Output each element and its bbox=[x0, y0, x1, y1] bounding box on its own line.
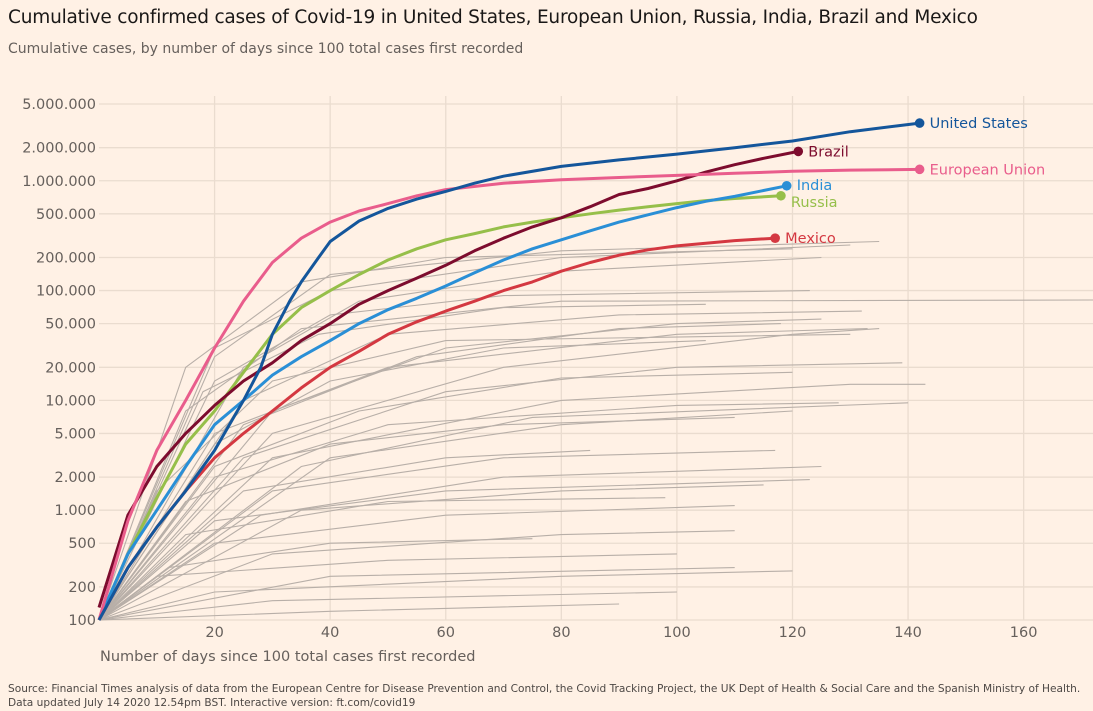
background-series-line bbox=[98, 328, 868, 621]
series-line bbox=[97, 121, 920, 621]
series-line bbox=[97, 184, 787, 621]
background-series-line bbox=[98, 465, 822, 621]
background-series-line bbox=[98, 303, 706, 621]
series-line bbox=[97, 167, 920, 621]
background-series-line bbox=[98, 323, 781, 621]
series-united-states: United States bbox=[97, 116, 1028, 621]
series-end-marker bbox=[776, 190, 786, 201]
series-end-marker bbox=[781, 180, 792, 191]
source-note: Source: Financial Times analysis of data… bbox=[8, 682, 1080, 710]
background-series-line bbox=[98, 318, 822, 621]
series-end-marker bbox=[914, 118, 925, 128]
y-tick-label: 5.000.000 bbox=[22, 97, 96, 113]
background-series-line bbox=[98, 449, 776, 621]
background-series-line bbox=[98, 402, 909, 621]
background-series-line bbox=[98, 505, 735, 621]
background-series-line bbox=[98, 371, 793, 621]
y-axis-ticks: 100 200 500 1.000 2.000 5.000 10.000 20.000 50.0… bbox=[22, 97, 96, 629]
series-label: Mexico bbox=[785, 231, 836, 247]
y-tick-label: 1.000 bbox=[54, 503, 96, 519]
chart-subtitle: Cumulative cases, by number of days sinc… bbox=[8, 41, 524, 57]
y-tick-label: 200.000 bbox=[36, 251, 96, 267]
series-line bbox=[97, 149, 799, 608]
background-series-line bbox=[98, 603, 620, 621]
background-series-line bbox=[98, 530, 735, 621]
x-axis-ticks: 20 40 60 80 100 120 140 160 bbox=[205, 625, 1037, 641]
background-series-line bbox=[98, 591, 677, 621]
update-line: Data updated July 14 2020 12.54pm BST. I… bbox=[8, 697, 416, 709]
series-end-marker bbox=[770, 233, 780, 243]
y-tick-label: 5.000 bbox=[54, 426, 96, 442]
line-chart: 100 200 500 1.000 2.000 5.000 10.000 20.000 50.0… bbox=[22, 96, 1093, 665]
x-tick-label: 160 bbox=[1010, 625, 1038, 641]
series-label: United States bbox=[930, 116, 1028, 132]
source-line: Source: Financial Times analysis of data… bbox=[8, 683, 1081, 695]
background-series-line bbox=[98, 383, 926, 621]
series-line bbox=[97, 194, 781, 621]
y-tick-label: 200 bbox=[68, 580, 96, 596]
y-tick-label: 2.000 bbox=[54, 470, 96, 486]
series-india: India bbox=[97, 178, 833, 621]
chart-title: Cumulative confirmed cases of Covid-19 i… bbox=[8, 7, 978, 28]
background-series-line bbox=[98, 484, 764, 621]
series-label: Russia bbox=[791, 195, 838, 211]
series-russia: Russia bbox=[97, 190, 838, 621]
x-tick-label: 80 bbox=[552, 625, 570, 641]
background-series-line bbox=[98, 479, 810, 621]
background-series-line bbox=[98, 340, 706, 621]
series-label: India bbox=[797, 178, 833, 194]
background-series-line bbox=[98, 570, 793, 621]
series-mexico: Mexico bbox=[97, 231, 836, 621]
background-series-line bbox=[98, 538, 533, 621]
y-tick-label: 500.000 bbox=[36, 207, 96, 223]
series-end-marker bbox=[793, 146, 804, 157]
y-tick-label: 500 bbox=[68, 536, 96, 552]
series-brazil: Brazil bbox=[97, 144, 849, 608]
x-tick-label: 60 bbox=[437, 625, 455, 641]
background-series-line bbox=[98, 402, 839, 621]
background-series-line bbox=[98, 567, 735, 621]
y-tick-label: 100 bbox=[68, 613, 96, 629]
background-series-line bbox=[98, 497, 666, 621]
x-tick-label: 140 bbox=[894, 625, 922, 641]
series-line bbox=[97, 236, 776, 621]
series-end-marker bbox=[914, 164, 925, 175]
x-tick-label: 100 bbox=[663, 625, 691, 641]
x-tick-label: 120 bbox=[779, 625, 807, 641]
series-european-union: European Union bbox=[97, 162, 1046, 621]
background-series-line bbox=[98, 362, 903, 621]
background-series-line bbox=[98, 449, 591, 621]
y-tick-label: 2.000.000 bbox=[22, 141, 96, 157]
background-series-line bbox=[98, 299, 1093, 621]
x-tick-label: 20 bbox=[205, 625, 223, 641]
background-series-line bbox=[98, 328, 880, 621]
x-axis-label: Number of days since 100 total cases fir… bbox=[100, 649, 476, 665]
background-series-line bbox=[98, 410, 793, 621]
gridlines bbox=[99, 96, 1093, 621]
series-label: Brazil bbox=[808, 144, 848, 160]
y-tick-label: 100.000 bbox=[36, 284, 96, 300]
x-tick-label: 40 bbox=[321, 625, 339, 641]
series-label: European Union bbox=[930, 162, 1046, 178]
background-series-line bbox=[98, 240, 880, 621]
y-tick-label: 1.000.000 bbox=[22, 174, 96, 190]
y-tick-label: 50.000 bbox=[45, 317, 96, 333]
y-tick-label: 20.000 bbox=[45, 360, 96, 376]
y-tick-label: 10.000 bbox=[45, 393, 96, 409]
